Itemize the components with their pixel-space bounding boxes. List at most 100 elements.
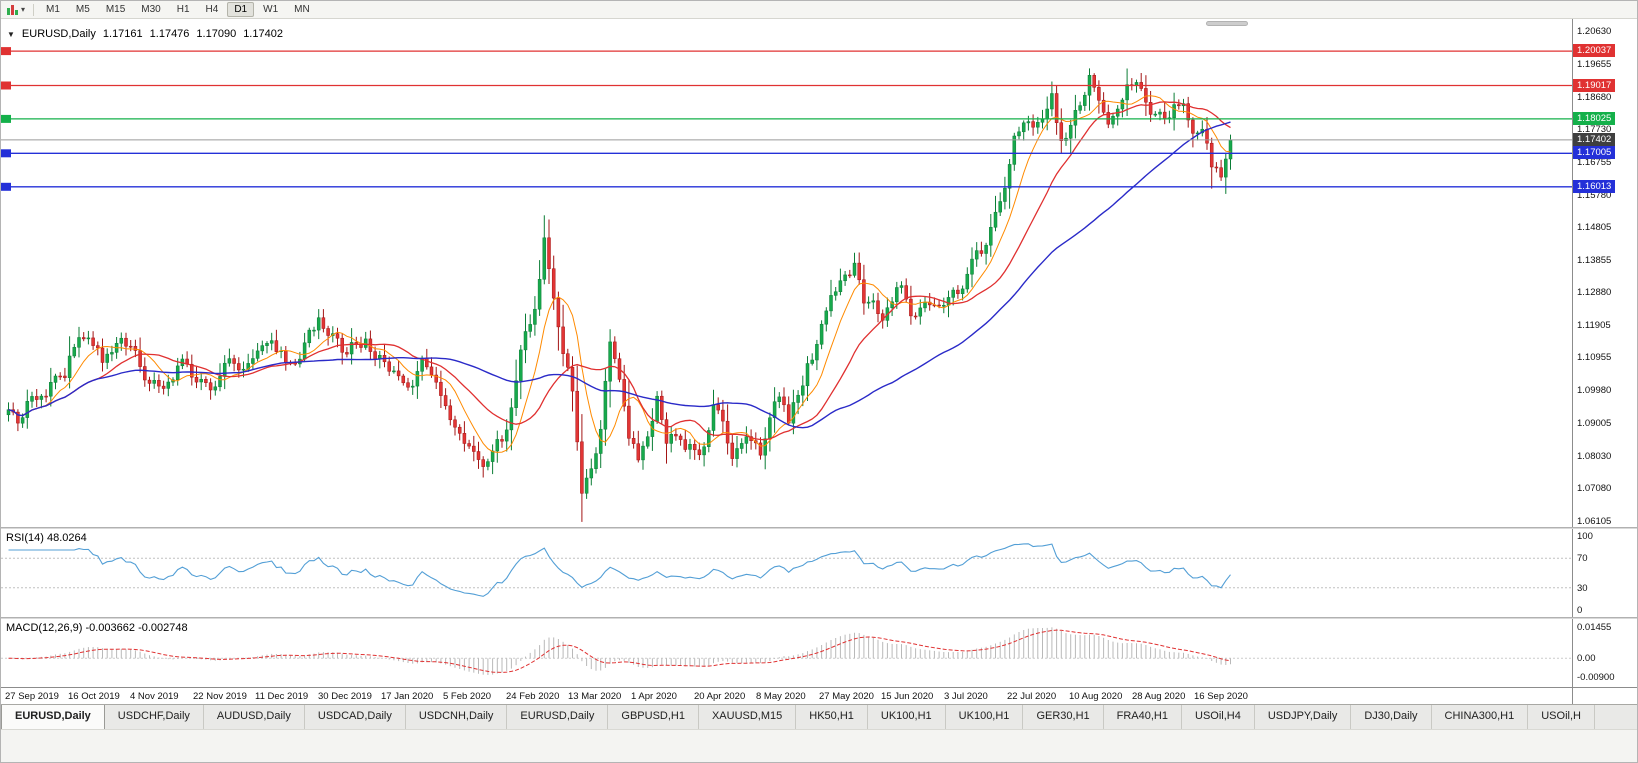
price-tick: 1.20630 — [1577, 26, 1612, 37]
chart-tab-xauusd-m15[interactable]: XAUUSD,M15 — [699, 705, 797, 729]
date-tick: 28 Aug 2020 — [1132, 691, 1186, 702]
timeframe-toolbar: ▾ M1 M5 M15 M30 H1 H4 D1 W1 MN — [1, 1, 1637, 19]
date-tick: 13 Mar 2020 — [568, 691, 622, 702]
price-axis[interactable]: 1.20630 1.19655 1.18680 1.17730 1.16755 1.157… — [1572, 19, 1637, 527]
date-tick: 24 Feb 2020 — [506, 691, 560, 702]
chart-tab-uk100-h1[interactable]: UK100,H1 — [868, 705, 946, 729]
date-tick: 11 Dec 2019 — [255, 691, 309, 702]
chart-tab-china300-h1[interactable]: CHINA300,H1 — [1432, 705, 1529, 729]
macd-tick: -0.00900 — [1577, 672, 1615, 683]
timeframe-button-h4[interactable]: H4 — [205, 4, 219, 15]
date-tick: 5 Feb 2020 — [443, 691, 492, 702]
price-tick: 1.16755 — [1577, 157, 1612, 168]
date-tick: 20 Apr 2020 — [694, 691, 746, 702]
timeframe-button-m5[interactable]: M5 — [75, 4, 90, 15]
status-bar — [1, 729, 1637, 762]
toolbar-separator — [33, 3, 35, 16]
chart-ohlc-header: ▼ EURUSD,Daily 1.17161 1.17476 1.17090 1… — [7, 28, 283, 40]
date-tick: 27 Sep 2019 — [5, 691, 59, 702]
chart-tab-audusd-daily[interactable]: AUDUSD,Daily — [204, 705, 305, 729]
date-tick: 10 Aug 2020 — [1069, 691, 1123, 702]
date-tick: 30 Dec 2019 — [318, 691, 372, 702]
chart-tab-gbpusd-h1[interactable]: GBPUSD,H1 — [608, 705, 699, 729]
price-tick: 1.15780 — [1577, 190, 1612, 201]
timeframe-button-m30[interactable]: M30 — [141, 4, 161, 15]
timeframe-button-m1[interactable]: M1 — [46, 4, 60, 15]
timeframe-button-m15[interactable]: M15 — [105, 4, 126, 15]
price-tick: 1.13855 — [1577, 255, 1612, 266]
hline-price-tag: 1.17005 — [1573, 146, 1616, 159]
chart-tab-hk50-h1[interactable]: HK50,H1 — [796, 705, 868, 729]
timeframe-button-d1[interactable]: D1 — [227, 2, 255, 17]
hline-pivot-1.18025[interactable] — [1, 114, 1572, 123]
date-tick: 4 Nov 2019 — [130, 691, 179, 702]
dropdown-caret-icon[interactable]: ▾ — [21, 5, 26, 14]
chart-tab-usdchf-daily[interactable]: USDCHF,Daily — [105, 705, 204, 729]
hline-price-tag: 1.20037 — [1573, 44, 1616, 57]
candles-group — [6, 68, 1233, 522]
ohlc-low-value: 1.17090 — [196, 28, 237, 40]
chart-tab-usdcnh-daily[interactable]: USDCNH,Daily — [406, 705, 508, 729]
chart-tab-dj30-daily[interactable]: DJ30,Daily — [1351, 705, 1432, 729]
chart-tab-ger30-h1[interactable]: GER30,H1 — [1023, 705, 1104, 729]
rsi-label: RSI(14) 48.0264 — [6, 532, 87, 544]
date-tick: 15 Jun 2020 — [881, 691, 934, 702]
hline-resistance-1.20037[interactable] — [1, 47, 1572, 56]
price-tick: 1.19655 — [1577, 59, 1612, 70]
rsi-tick: 0 — [1577, 605, 1583, 616]
chart-tab-usdjpy-daily[interactable]: USDJPY,Daily — [1255, 705, 1352, 729]
moving-average-20-line — [8, 101, 1231, 441]
candlestick-chart[interactable] — [1, 19, 1572, 527]
panel-splitter[interactable] — [1, 527, 1637, 529]
hline-price-tag: 1.19017 — [1573, 79, 1616, 92]
price-tick: 1.12880 — [1577, 287, 1612, 298]
chart-tab-usoil-h4[interactable]: USOil,H4 — [1182, 705, 1255, 729]
rsi-tick: 70 — [1577, 553, 1588, 564]
time-axis[interactable]: 27 Sep 2019 16 Oct 2019 4 Nov 2019 22 Nov 2… — [1, 687, 1637, 704]
chart-tab-usoil-h[interactable]: USOil,H — [1528, 705, 1595, 729]
chart-tab-fra40-h1[interactable]: FRA40,H1 — [1104, 705, 1182, 729]
axis-corner — [1572, 688, 1637, 704]
chart-scrollbar-thumb[interactable] — [1206, 21, 1248, 26]
date-tick: 22 Nov 2019 — [193, 691, 247, 702]
hline-support-1.17005[interactable] — [1, 149, 1572, 158]
macd-signal-line — [8, 629, 1231, 673]
date-tick: 8 May 2020 — [756, 691, 806, 702]
price-tick: 1.10955 — [1577, 352, 1612, 363]
price-chart-pane[interactable]: ▼ EURUSD,Daily 1.17161 1.17476 1.17090 1… — [1, 19, 1637, 527]
ohlc-close-value: 1.17402 — [243, 28, 283, 40]
panel-splitter[interactable] — [1, 617, 1637, 619]
chart-tab-eurusd-daily[interactable]: EURUSD,Daily — [1, 705, 105, 729]
rsi-tick: 100 — [1577, 531, 1593, 542]
chart-type-icon[interactable] — [7, 4, 18, 15]
rsi-axis: 100 70 30 0 — [1572, 529, 1637, 617]
rsi-tick: 30 — [1577, 583, 1588, 594]
chart-symbol-label: EURUSD,Daily — [21, 28, 96, 40]
timeframe-button-group: M1 M5 M15 M30 H1 H4 D1 W1 MN — [39, 2, 317, 17]
macd-tick: 0.00 — [1577, 653, 1596, 664]
timeframe-button-w1[interactable]: W1 — [263, 4, 279, 15]
macd-indicator-pane[interactable]: MACD(12,26,9) -0.003662 -0.002748 0.0145… — [1, 619, 1637, 687]
timeframe-button-mn[interactable]: MN — [294, 4, 310, 15]
date-tick: 17 Jan 2020 — [381, 691, 434, 702]
hline-resistance-1.19017[interactable] — [1, 81, 1572, 90]
hline-support-1.16013[interactable] — [1, 182, 1572, 191]
date-tick: 3 Jul 2020 — [944, 691, 988, 702]
ohlc-high-value: 1.17476 — [149, 28, 190, 40]
date-tick: 16 Sep 2020 — [1194, 691, 1248, 702]
macd-histogram — [12, 627, 1231, 675]
price-tick: 1.07080 — [1577, 483, 1612, 494]
price-tick: 1.09005 — [1577, 418, 1612, 429]
chart-tab-eurusd-daily[interactable]: EURUSD,Daily — [507, 705, 609, 729]
collapse-indicator-icon[interactable]: ▼ — [7, 29, 15, 39]
hline-price-tag: 1.16013 — [1573, 180, 1616, 193]
price-tick: 1.08030 — [1577, 451, 1612, 462]
timeframe-button-h1[interactable]: H1 — [176, 4, 190, 15]
chart-tab-uk100-h1[interactable]: UK100,H1 — [946, 705, 1024, 729]
rsi-indicator-pane[interactable]: RSI(14) 48.0264 100 70 30 0 — [1, 529, 1637, 617]
chart-tab-usdcad-daily[interactable]: USDCAD,Daily — [305, 705, 406, 729]
macd-tick: 0.01455 — [1577, 622, 1612, 633]
price-tick: 1.11905 — [1577, 320, 1611, 331]
price-tick: 1.06105 — [1577, 516, 1612, 527]
